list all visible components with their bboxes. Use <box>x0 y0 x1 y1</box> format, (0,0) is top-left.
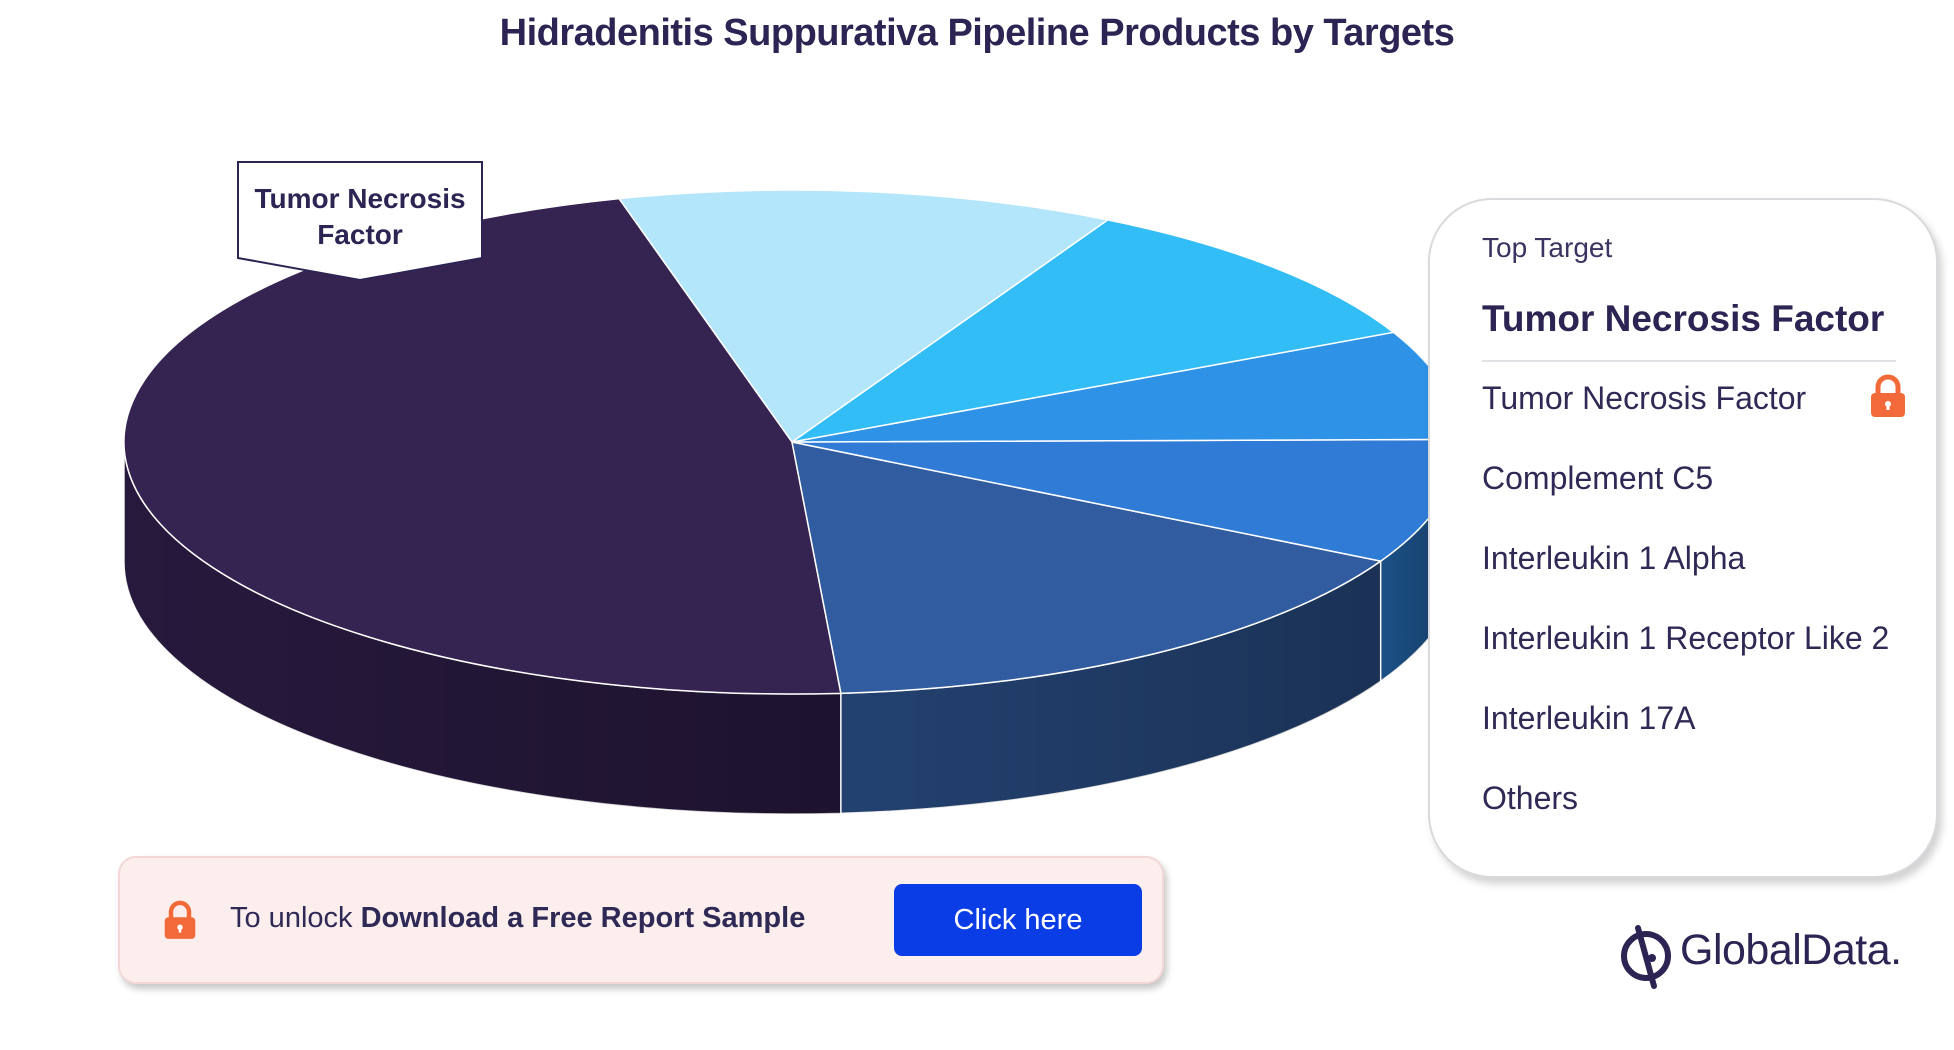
legend-item-4: Interleukin 1 Receptor Like 2 <box>1482 620 1890 656</box>
top-target-card: Top Target Tumor Necrosis Factor Tumor N… <box>1428 198 1938 878</box>
lock-icon[interactable] <box>1868 374 1908 418</box>
brand-name: GlobalData. <box>1680 926 1902 974</box>
unlock-prefix: To unlock <box>230 902 361 934</box>
pie-top-faces <box>123 189 1461 695</box>
unlock-banner: To unlock Download a Free Report Sample … <box>118 856 1164 984</box>
pie-slice-complement-c5[interactable] <box>791 441 1383 695</box>
pie-slice-interleukin-17a[interactable] <box>791 219 1396 443</box>
lock-icon <box>164 900 196 939</box>
unlock-message: To unlock Download a Free Report Sample <box>230 902 805 935</box>
legend-top-target: Tumor Necrosis Factor <box>1482 298 1885 339</box>
legend-heading: Top Target <box>1482 232 1613 263</box>
legend-item-5: Interleukin 17A <box>1482 700 1696 736</box>
slice-callout: Tumor Necrosis Factor <box>237 161 483 282</box>
pie-side-faces <box>123 441 1461 815</box>
click-here-button[interactable]: Click here <box>894 884 1142 956</box>
callout-label-line-2: Factor <box>317 219 403 250</box>
pie-side-shade <box>124 442 841 814</box>
legend-divider <box>1482 360 1896 362</box>
globaldata-logo-icon <box>1621 925 1671 989</box>
unlock-emphasis[interactable]: Download a Free Report Sample <box>360 902 806 934</box>
pie-side-shade <box>840 561 1381 814</box>
legend-item-6: Others <box>1482 780 1579 816</box>
pie-slice-others[interactable] <box>617 189 1110 444</box>
legend-item-3: Interleukin 1 Alpha <box>1482 540 1746 576</box>
legend-item-2: Complement C5 <box>1482 460 1714 496</box>
callout-label-line-1: Tumor Necrosis <box>254 183 465 214</box>
legend-item-1: Tumor Necrosis Factor <box>1482 380 1807 416</box>
chart-title: Hidradenitis Suppurativa Pipeline Produc… <box>499 12 1455 54</box>
